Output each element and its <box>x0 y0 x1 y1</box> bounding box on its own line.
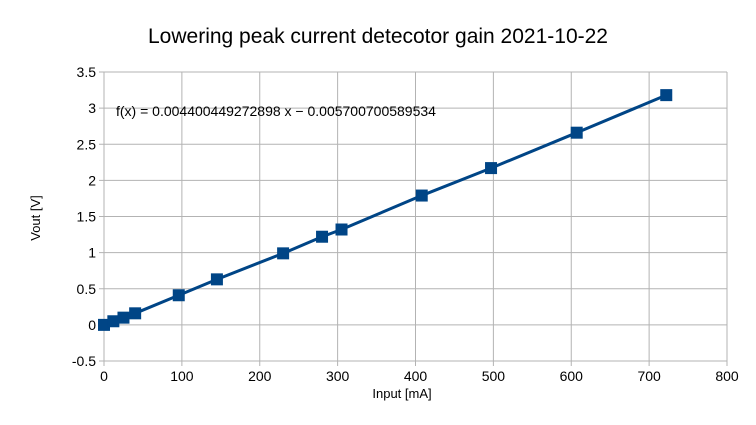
y-tick-label: 1 <box>88 245 96 261</box>
data-point <box>210 273 223 286</box>
y-axis-label: Vout [V] <box>28 195 43 241</box>
x-tick-label: 400 <box>404 368 428 384</box>
data-point <box>117 311 130 324</box>
x-tick-label: 300 <box>326 368 350 384</box>
chart-title: Lowering peak current detecotor gain 202… <box>148 25 608 48</box>
data-markers <box>98 89 673 331</box>
y-tick-label: -0.5 <box>72 353 96 369</box>
data-point <box>107 315 120 328</box>
y-tick-label: 3 <box>88 100 96 116</box>
data-point <box>98 318 110 331</box>
x-axis-label: Input [mA] <box>372 386 431 401</box>
y-tick-label: 3.5 <box>77 64 97 80</box>
data-point <box>660 89 673 102</box>
y-tick-label: 1.5 <box>77 209 97 225</box>
data-point <box>485 162 498 175</box>
data-point <box>415 189 428 202</box>
x-tick-label: 100 <box>170 368 194 384</box>
data-point <box>316 230 329 243</box>
trendline-equation: f(x) = 0.004400449272898 x − 0.005700700… <box>116 103 436 119</box>
x-tick-label: 200 <box>248 368 272 384</box>
x-tick-label: 500 <box>482 368 506 384</box>
data-point <box>129 307 142 320</box>
data-point <box>172 289 185 302</box>
data-point <box>277 247 290 260</box>
y-tick-label: 2.5 <box>77 136 97 152</box>
y-tick-label: 2 <box>88 172 96 188</box>
data-point <box>335 223 348 236</box>
data-point <box>570 126 583 139</box>
y-tick-label: 0 <box>88 317 96 333</box>
x-tick-label: 600 <box>560 368 584 384</box>
x-tick-label: 0 <box>100 368 108 384</box>
grid <box>99 71 728 366</box>
tick-labels: -0.500.511.522.533.50 100 200 300 400 500 600 7… <box>72 64 739 384</box>
x-tick-label: 800 <box>715 368 739 384</box>
y-tick-label: 0.5 <box>77 281 97 297</box>
x-tick-label: 700 <box>637 368 661 384</box>
